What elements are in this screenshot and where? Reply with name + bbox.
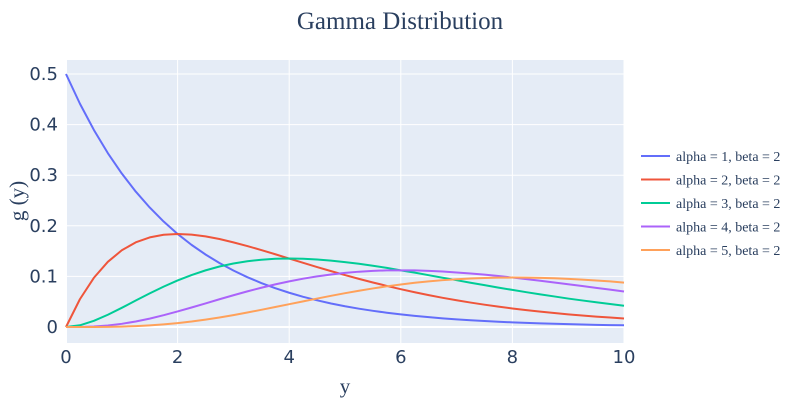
x-tick-label: 6	[395, 347, 406, 368]
legend-label: alpha = 3, beta = 2	[676, 197, 780, 212]
series-line-1	[65, 73, 625, 327]
y-tick-label: 0.4	[29, 115, 58, 136]
plot-background	[66, 60, 624, 343]
chart-title: Gamma Distribution	[297, 8, 504, 35]
x-tick-label: 10	[613, 347, 636, 368]
x-tick-label: 8	[507, 347, 518, 368]
y-tick-label: 0	[47, 317, 58, 338]
y-tick-label: 0.1	[29, 266, 58, 287]
legend-label: alpha = 1, beta = 2	[676, 150, 780, 165]
series-line-3	[65, 257, 625, 328]
series-line-4	[65, 269, 625, 328]
legend-item-5[interactable]: alpha = 5, beta = 2	[641, 244, 780, 259]
legend-label: alpha = 2, beta = 2	[676, 174, 780, 189]
y-tick-labels: 0 0.1 0.2 0.3 0.4 0.5	[29, 64, 58, 338]
x-tick-labels: 0 2 4 6 8 10	[60, 347, 635, 368]
legend-item-1[interactable]: alpha = 1, beta = 2	[641, 150, 780, 165]
legend-label: alpha = 5, beta = 2	[676, 244, 780, 259]
y-tick-label: 0.5	[29, 64, 58, 85]
x-tick-label: 0	[60, 347, 71, 368]
y-tick-label: 0.3	[29, 165, 58, 186]
x-tick-label: 4	[283, 347, 294, 368]
legend-label: alpha = 4, beta = 2	[676, 221, 780, 236]
series-lines	[65, 73, 625, 328]
x-tick-label: 2	[172, 347, 183, 368]
series-line-5	[66, 276, 625, 328]
legend-item-4[interactable]: alpha = 4, beta = 2	[641, 221, 780, 236]
series-line-2	[65, 232, 625, 328]
x-axis-title: y	[340, 374, 351, 398]
y-axis-title: g (y)	[5, 181, 29, 221]
grid-lines	[65, 60, 625, 343]
legend-item-2[interactable]: alpha = 2, beta = 2	[641, 174, 780, 189]
y-tick-label: 0.2	[29, 216, 58, 237]
legend-item-3[interactable]: alpha = 3, beta = 2	[641, 197, 780, 212]
legend[interactable]: alpha = 1, beta = 2 alpha = 2, beta = 2 al…	[641, 150, 780, 259]
